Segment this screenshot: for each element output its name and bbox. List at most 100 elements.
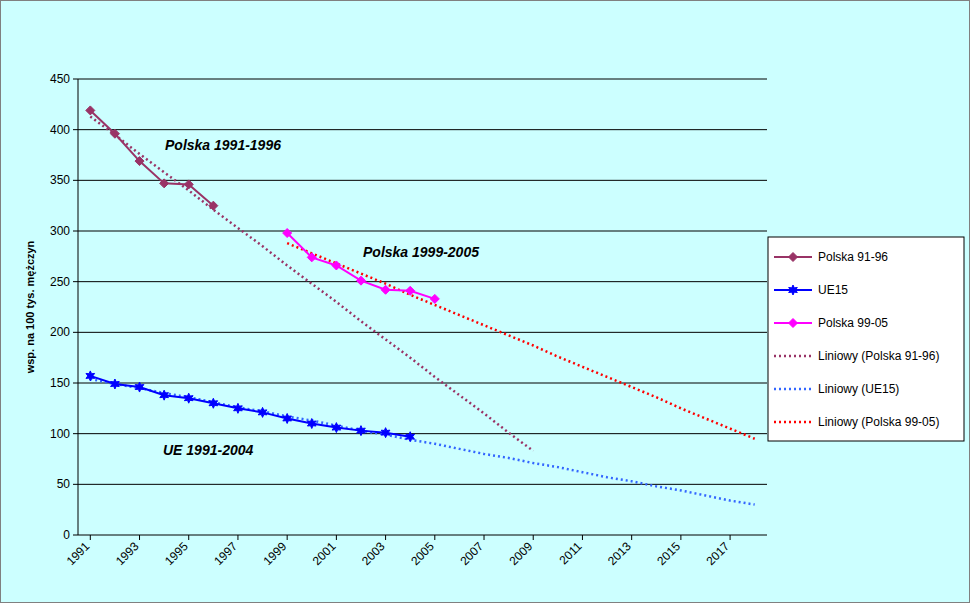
plot-area [86, 106, 755, 505]
y-tick [73, 332, 78, 333]
x-tick-label: 2017 [703, 539, 732, 568]
y-tick-label: 300 [50, 224, 70, 238]
series-marker [332, 423, 341, 433]
chart-border [1, 1, 970, 603]
series-marker [209, 398, 218, 408]
series-line [90, 379, 754, 505]
series-marker [307, 253, 316, 262]
y-tick-label: 200 [50, 325, 70, 339]
series-marker [406, 432, 415, 442]
x-tick [287, 535, 288, 540]
series-marker [356, 276, 365, 285]
series-marker [86, 371, 95, 381]
series-line [287, 233, 435, 299]
y-tick [73, 129, 78, 130]
grid-line [78, 332, 767, 333]
grid-line [78, 231, 767, 232]
series-marker [160, 179, 169, 188]
y-tick-label: 0 [63, 528, 70, 542]
y-tick-label: 450 [50, 72, 70, 86]
y-axis [78, 79, 79, 535]
x-tick [730, 535, 731, 540]
series-marker [184, 180, 193, 189]
x-tick-label: 1997 [211, 539, 240, 568]
x-tick-label: 2011 [556, 539, 584, 567]
annotation: Polska 1991-1996 [165, 137, 281, 153]
legend-box [768, 237, 964, 441]
grid-line [78, 129, 767, 130]
series-line [90, 110, 213, 205]
grid-line [78, 383, 767, 384]
series-marker [283, 413, 292, 423]
x-tick-label: 1991 [64, 539, 93, 568]
y-tick-label: 100 [50, 427, 70, 441]
series-marker [234, 403, 243, 413]
legend: Polska 91-96 UE15 Polska 99-05 Liniowy (Pol… [768, 237, 964, 441]
x-tick-label: 2009 [507, 539, 536, 568]
y-tick-label: 250 [50, 275, 70, 289]
series-marker [86, 106, 95, 115]
legend-swatch [774, 421, 812, 424]
series-marker [184, 393, 193, 403]
annotation: Polska 1999-2005 [363, 244, 479, 260]
legend-label: UE15 [818, 283, 848, 297]
y-tick [73, 535, 78, 536]
x-tick [90, 535, 91, 540]
series-marker [111, 379, 120, 389]
legend-label: Polska 99-05 [818, 316, 888, 330]
series-marker [160, 390, 169, 400]
x-tick [631, 535, 632, 540]
x-tick [680, 535, 681, 540]
x-tick-label: 1999 [261, 539, 290, 568]
series-marker [110, 129, 119, 138]
y-tick [73, 231, 78, 232]
series-line [90, 116, 533, 450]
legend-swatch [774, 355, 812, 358]
x-tick-label: 1993 [113, 539, 142, 568]
x-tick-label: 2007 [457, 539, 486, 568]
series-marker [283, 229, 292, 238]
grid-line [78, 433, 767, 434]
series-marker [307, 419, 316, 429]
chart: 0 50 100 150 200 250 300 350 400 450 1991 1993 1995 1… [0, 0, 970, 603]
y-tick [73, 484, 78, 485]
y-tick [73, 281, 78, 282]
x-tick [237, 535, 238, 540]
legend-marker [789, 253, 798, 262]
x-tick-label: 2005 [408, 539, 437, 568]
x-tick-label: 2001 [310, 539, 339, 568]
y-tick [73, 180, 78, 181]
y-tick [73, 383, 78, 384]
series-marker [381, 285, 390, 294]
y-tick-label: 150 [50, 376, 70, 390]
grid-line [78, 281, 767, 282]
x-tick [336, 535, 337, 540]
x-tick [533, 535, 534, 540]
legend-label: Liniowy (Polska 99-05) [818, 415, 939, 429]
series-marker [357, 426, 366, 436]
y-axis-label: wsp. na 100 tys. mężczyn [24, 240, 36, 374]
x-tick [188, 535, 189, 540]
x-tick [434, 535, 435, 540]
series-marker [430, 294, 439, 303]
y-tick-label: 400 [50, 123, 70, 137]
x-tick-label: 1995 [162, 539, 191, 568]
series-marker [135, 157, 144, 166]
y-tick-label: 50 [57, 477, 71, 491]
y-tick [73, 79, 78, 80]
legend-label: Liniowy (Polska 91-96) [818, 349, 939, 363]
legend-label: Liniowy (UE15) [818, 382, 899, 396]
grid-line [78, 79, 767, 80]
legend-label: Polska 91-96 [818, 250, 888, 264]
series-marker [332, 261, 341, 270]
x-tick-label: 2003 [359, 539, 388, 568]
x-tick [582, 535, 583, 540]
x-tick-label: 2015 [654, 539, 683, 568]
x-axis [78, 535, 767, 536]
series-marker [258, 407, 267, 417]
annotation: UE 1991-2004 [163, 442, 254, 458]
series-line [287, 243, 755, 439]
legend-marker [789, 285, 798, 295]
y-tick [73, 433, 78, 434]
y-tick-label: 350 [50, 173, 70, 187]
